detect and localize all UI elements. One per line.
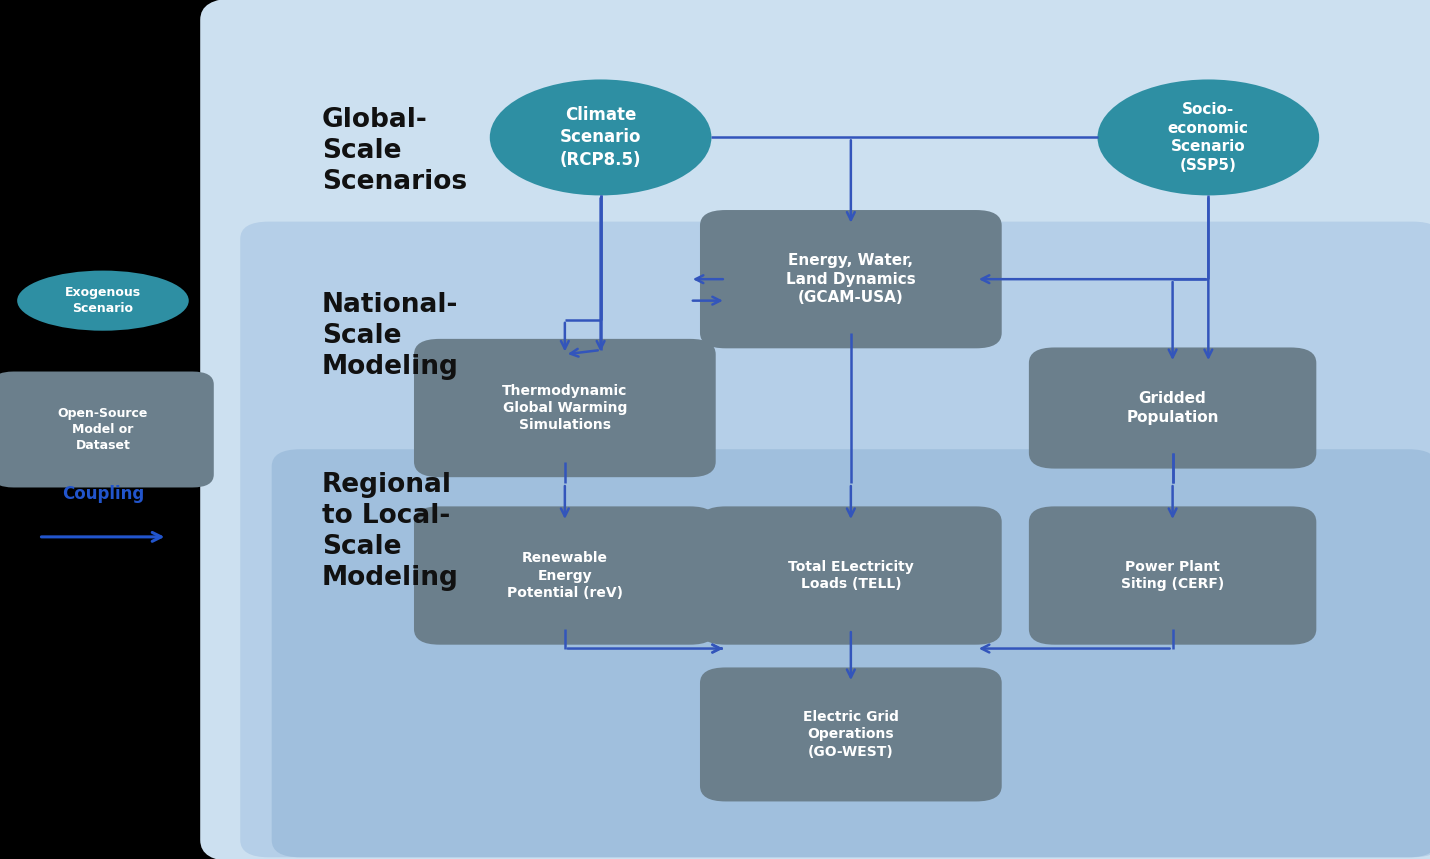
Text: Electric Grid
Operations
(GO-WEST): Electric Grid Operations (GO-WEST) [802, 710, 899, 758]
FancyBboxPatch shape [1030, 506, 1316, 644]
FancyBboxPatch shape [699, 210, 1001, 349]
Ellipse shape [489, 80, 712, 196]
FancyBboxPatch shape [415, 338, 715, 478]
Text: Climate
Scenario
(RCP8.5): Climate Scenario (RCP8.5) [561, 107, 641, 168]
Text: Thermodynamic
Global Warming
Simulations: Thermodynamic Global Warming Simulations [502, 384, 628, 432]
Text: National-
Scale
Modeling: National- Scale Modeling [322, 292, 459, 380]
Text: Renewable
Energy
Potential (reV): Renewable Energy Potential (reV) [506, 551, 623, 600]
Ellipse shape [17, 271, 189, 331]
Text: Energy, Water,
Land Dynamics
(GCAM-USA): Energy, Water, Land Dynamics (GCAM-USA) [787, 253, 915, 305]
Text: Total ELectricity
Loads (TELL): Total ELectricity Loads (TELL) [788, 560, 914, 591]
Text: Global-
Scale
Scenarios: Global- Scale Scenarios [322, 107, 466, 195]
Text: Open-Source
Model or
Dataset: Open-Source Model or Dataset [57, 407, 149, 452]
FancyBboxPatch shape [1030, 347, 1316, 469]
Text: Exogenous
Scenario: Exogenous Scenario [64, 286, 142, 315]
Text: Gridded
Population: Gridded Population [1127, 391, 1218, 425]
FancyBboxPatch shape [272, 449, 1430, 857]
Ellipse shape [1097, 80, 1318, 196]
FancyBboxPatch shape [200, 0, 1430, 859]
FancyBboxPatch shape [240, 222, 1430, 857]
FancyBboxPatch shape [699, 506, 1001, 644]
FancyBboxPatch shape [415, 506, 715, 644]
FancyBboxPatch shape [0, 371, 214, 488]
Text: Power Plant
Siting (CERF): Power Plant Siting (CERF) [1121, 560, 1224, 591]
Text: Socio-
economic
Scenario
(SSP5): Socio- economic Scenario (SSP5) [1168, 102, 1248, 173]
Text: Regional
to Local-
Scale
Modeling: Regional to Local- Scale Modeling [322, 472, 459, 592]
Text: Coupling: Coupling [61, 484, 144, 503]
FancyBboxPatch shape [699, 667, 1001, 801]
